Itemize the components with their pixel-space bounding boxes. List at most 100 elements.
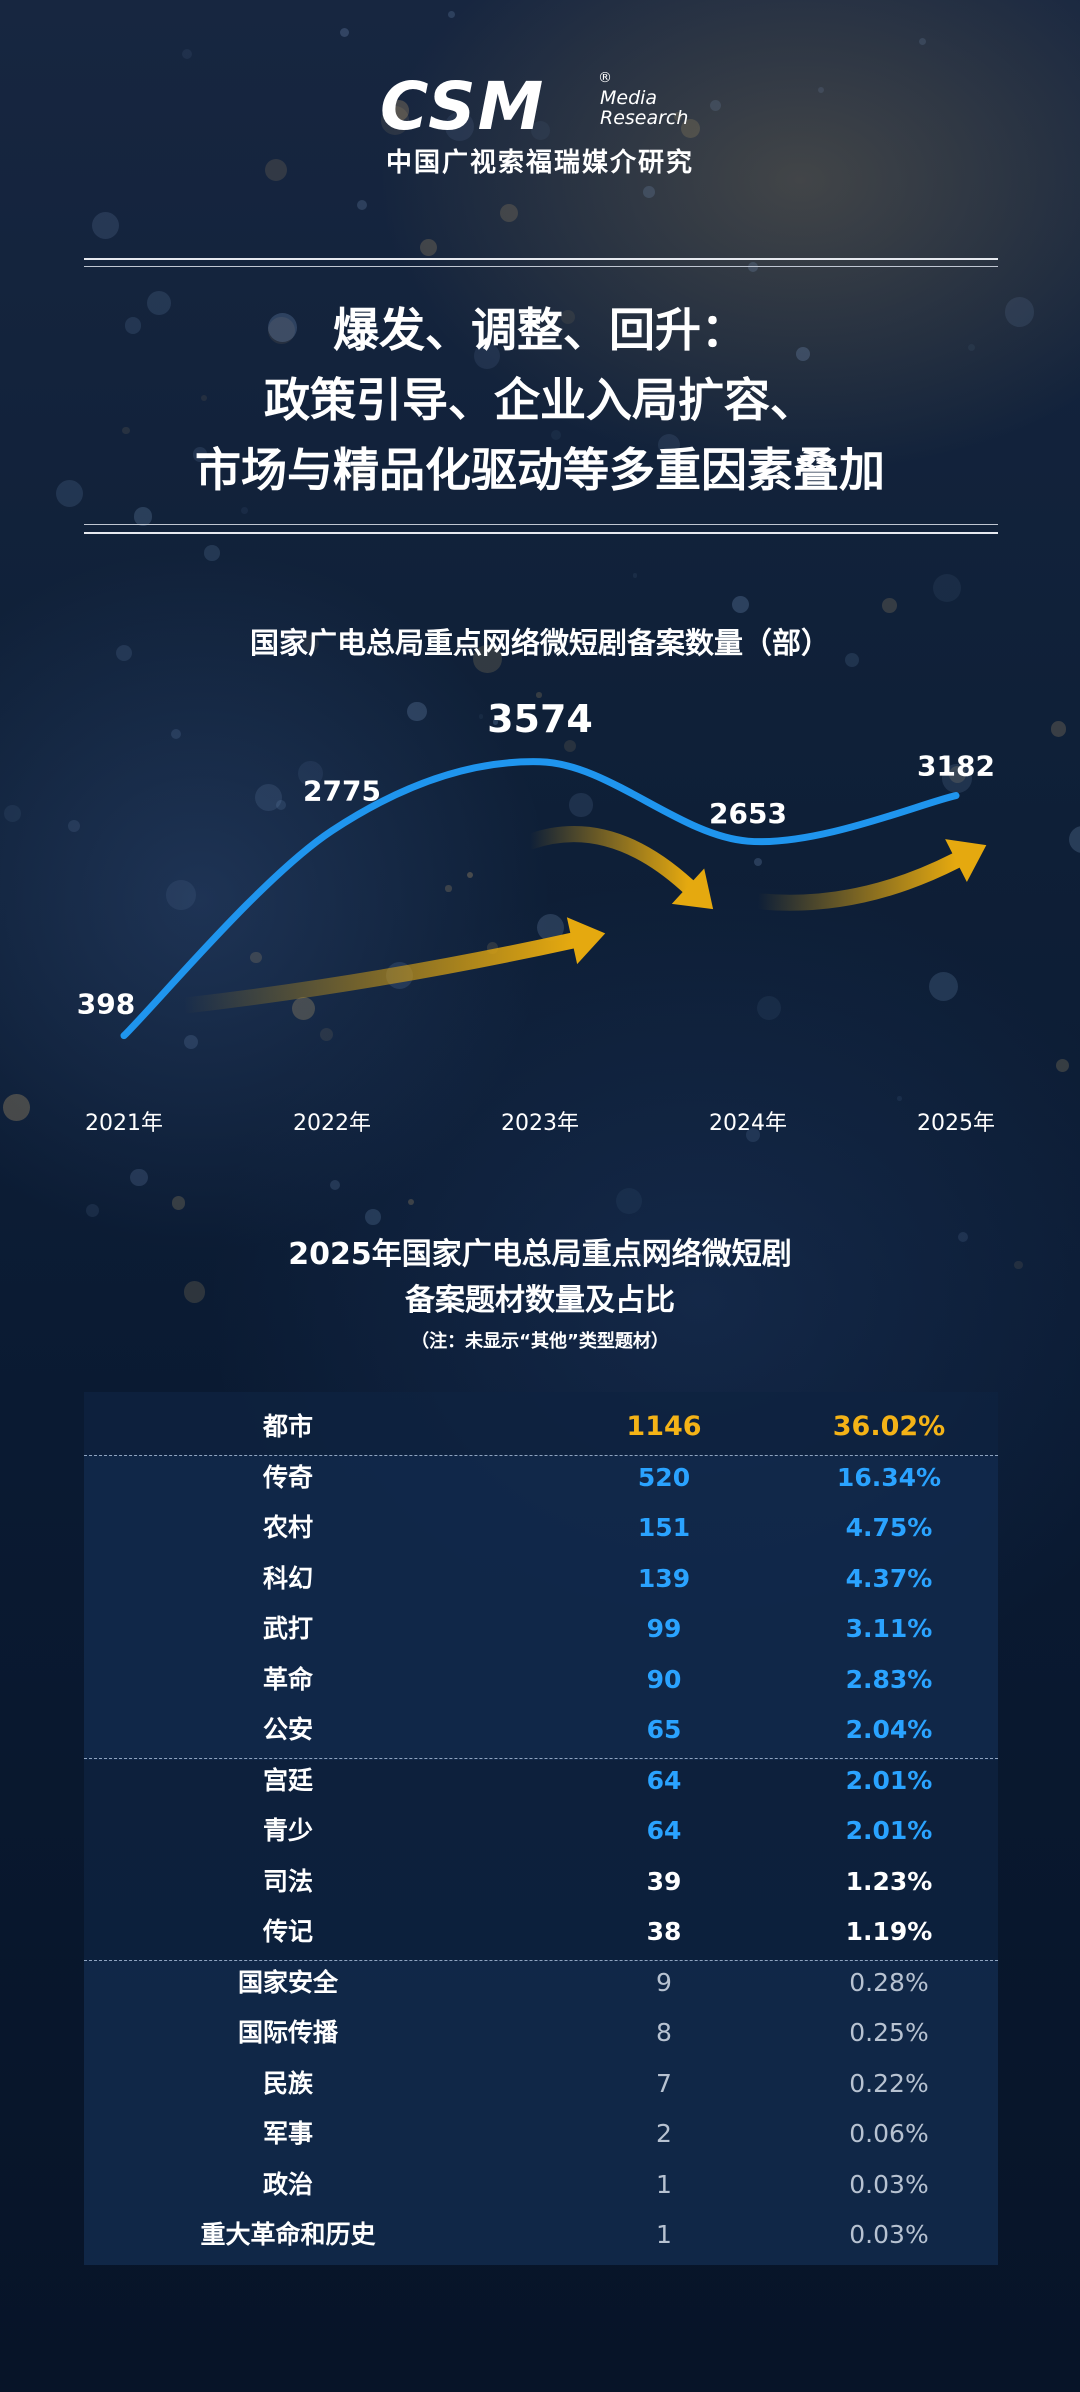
cell-pct: 2.83% <box>845 1664 933 1694</box>
headline-line-2: 政策引导、企业入局扩容、 <box>264 373 816 427</box>
x-tick-label: 2022年 <box>293 1111 371 1136</box>
registered-mark: ® <box>598 70 612 86</box>
bokeh-dot <box>204 545 220 561</box>
top-rule <box>84 258 998 260</box>
table-title-line-2: 备案题材数量及占比 <box>405 1283 675 1318</box>
cell-count: 39 <box>646 1866 682 1896</box>
table-note: （注：未显示“其他”类型题材） <box>411 1331 669 1352</box>
cell-pct: 16.34% <box>836 1462 942 1492</box>
bottom-rule <box>84 532 998 534</box>
bokeh-dot <box>129 1168 148 1187</box>
table-row: 军事 2 0.06% <box>84 2109 998 2159</box>
row-divider <box>84 1959 998 1961</box>
bokeh-dot <box>172 1196 186 1210</box>
cell-count: 65 <box>646 1715 682 1744</box>
org-name: 中国广视索福瑞媒介研究 <box>385 148 694 178</box>
row-divider <box>84 1757 998 1759</box>
trend-arrow-3 <box>750 852 964 911</box>
table-row: 宫廷 64 2.01% <box>84 1756 998 1806</box>
bokeh-dot <box>364 1209 381 1226</box>
cell-name: 传记 <box>262 1917 313 1946</box>
cell-pct: 2.01% <box>845 1765 933 1795</box>
data-point <box>331 829 333 832</box>
cell-name: 农村 <box>262 1513 313 1542</box>
table-row: 科幻 139 4.37% <box>84 1554 998 1604</box>
cell-name: 民族 <box>262 2068 313 2098</box>
bokeh-dot <box>882 598 897 613</box>
bokeh-dot <box>933 573 962 602</box>
data-point <box>955 794 957 797</box>
trend-arrow-2 <box>522 826 696 895</box>
bokeh-dot <box>91 212 120 240</box>
bokeh-dot <box>356 199 367 210</box>
cell-pct: 4.37% <box>845 1563 933 1593</box>
bokeh-dot <box>182 48 193 59</box>
cell-name: 军事 <box>262 2119 313 2148</box>
bokeh-dot <box>340 28 350 38</box>
table-row: 农村 151 4.75% <box>84 1503 998 1553</box>
table-row: 青少 64 2.01% <box>84 1806 998 1856</box>
data-point <box>123 1034 125 1037</box>
table-row: 传记 38 1.19% <box>84 1907 998 1957</box>
cell-name: 科幻 <box>262 1563 313 1593</box>
row-divider <box>84 1454 998 1456</box>
bokeh-dot <box>643 186 656 199</box>
cell-count: 151 <box>637 1513 691 1542</box>
table-row: 民族 7 0.22% <box>84 2059 998 2109</box>
data-label: 3574 <box>487 700 593 741</box>
table-row: 国际传播 8 0.25% <box>84 2008 998 2058</box>
cell-name: 司法 <box>262 1866 313 1896</box>
cell-pct: 2.01% <box>845 1816 933 1845</box>
table-row: 都市 1146 36.02% <box>84 1402 998 1452</box>
cell-name: 传奇 <box>262 1462 313 1492</box>
cell-name: 公安 <box>262 1715 313 1744</box>
cell-count: 64 <box>646 1765 682 1795</box>
cell-name: 青少 <box>262 1816 313 1845</box>
chart-title: 国家广电总局重点网络微短剧备案数量（部） <box>249 626 830 660</box>
data-label: 2775 <box>303 775 381 808</box>
cell-pct: 1.23% <box>845 1866 933 1896</box>
top-rule-thin <box>84 266 998 267</box>
bokeh-dot <box>732 595 750 613</box>
bokeh-dot <box>133 507 153 526</box>
table-row: 革命 90 2.83% <box>84 1655 998 1705</box>
trend-arrow-3-head <box>945 839 987 882</box>
cell-name: 国家安全 <box>237 1967 338 1997</box>
bokeh-dot <box>329 1179 340 1191</box>
cell-name: 重大革命和历史 <box>200 2220 376 2249</box>
trend-arrow-1 <box>176 932 580 1014</box>
bokeh-dot <box>632 573 637 578</box>
logo-mark: CSM <box>380 68 546 145</box>
trend-arrow-1-head <box>566 917 606 965</box>
bokeh-dot <box>408 1199 415 1206</box>
data-label: 2653 <box>709 797 787 830</box>
cell-pct: 0.03% <box>849 2169 929 2199</box>
x-tick-label: 2024年 <box>709 1111 787 1136</box>
table-row: 政治 1 0.03% <box>84 2160 998 2210</box>
table-row: 传奇 520 16.34% <box>84 1453 998 1503</box>
table-row: 国家安全 9 0.28% <box>84 1958 998 2008</box>
bokeh-dot <box>615 1187 642 1214</box>
row-group-shade <box>84 1959 998 2265</box>
table-title-line-1: 2025年国家广电总局重点网络微短剧 <box>288 1237 792 1272</box>
cell-name: 宫廷 <box>262 1765 313 1795</box>
cell-count: 2 <box>656 2119 672 2148</box>
table-row: 公安 65 2.04% <box>84 1705 998 1755</box>
logo-subtitle: Media Research <box>600 88 710 128</box>
cell-name: 革命 <box>262 1664 313 1694</box>
bokeh-dot <box>420 239 438 257</box>
logo-sub-research: Research <box>600 107 689 129</box>
genre-table: 都市 1146 36.02% 传奇 520 16.34% 农村 151 4.75% 科幻 139 4.… <box>84 1392 998 2265</box>
cell-count: 7 <box>656 2068 672 2098</box>
bokeh-dot <box>86 1204 100 1218</box>
cell-count: 99 <box>646 1614 682 1643</box>
bokeh-dot <box>499 203 518 222</box>
cell-count: 139 <box>637 1563 691 1593</box>
line-chart: 398 2021年 2775 2022年 3574 2023年 2653 2024年 3182 2… <box>77 700 995 1136</box>
cell-count: 1146 <box>626 1411 702 1442</box>
bokeh-dot <box>447 10 455 18</box>
cell-pct: 0.03% <box>849 2220 929 2249</box>
data-point <box>747 840 749 843</box>
data-label: 398 <box>77 988 135 1021</box>
cell-count: 90 <box>646 1664 682 1694</box>
